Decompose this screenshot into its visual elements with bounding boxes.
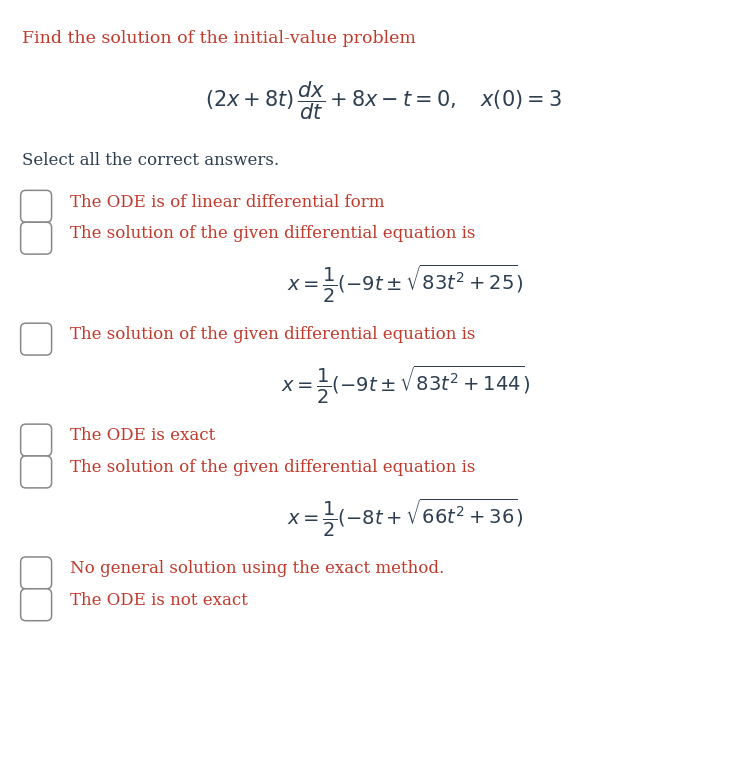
FancyBboxPatch shape bbox=[21, 191, 52, 222]
FancyBboxPatch shape bbox=[21, 456, 52, 488]
FancyBboxPatch shape bbox=[21, 222, 52, 254]
FancyBboxPatch shape bbox=[21, 589, 52, 621]
Text: The ODE is exact: The ODE is exact bbox=[70, 427, 215, 444]
Text: The ODE is of linear differential form: The ODE is of linear differential form bbox=[70, 194, 385, 210]
Text: The solution of the given differential equation is: The solution of the given differential e… bbox=[70, 459, 475, 476]
Text: $x = \dfrac{1}{2}(-9t \pm \sqrt{83t^2 + 144})$: $x = \dfrac{1}{2}(-9t \pm \sqrt{83t^2 + … bbox=[281, 364, 530, 406]
FancyBboxPatch shape bbox=[21, 424, 52, 456]
FancyBboxPatch shape bbox=[21, 323, 52, 355]
Text: The ODE is not exact: The ODE is not exact bbox=[70, 592, 248, 609]
Text: No general solution using the exact method.: No general solution using the exact meth… bbox=[70, 560, 444, 577]
Text: $x = \dfrac{1}{2}(-9t \pm \sqrt{83t^2 + 25})$: $x = \dfrac{1}{2}(-9t \pm \sqrt{83t^2 + … bbox=[287, 263, 524, 305]
Text: $x = \dfrac{1}{2}(-8t + \sqrt{66t^2 + 36})$: $x = \dfrac{1}{2}(-8t + \sqrt{66t^2 + 36… bbox=[287, 497, 524, 539]
Text: Select all the correct answers.: Select all the correct answers. bbox=[22, 152, 279, 168]
Text: Find the solution of the initial-value problem: Find the solution of the initial-value p… bbox=[22, 30, 416, 47]
Text: The solution of the given differential equation is: The solution of the given differential e… bbox=[70, 326, 475, 343]
Text: The solution of the given differential equation is: The solution of the given differential e… bbox=[70, 225, 475, 242]
Text: $(2x + 8t)\,\dfrac{dx}{dt} + 8x - t = 0, \quad x(0) = 3$: $(2x + 8t)\,\dfrac{dx}{dt} + 8x - t = 0,… bbox=[205, 80, 562, 122]
FancyBboxPatch shape bbox=[21, 557, 52, 589]
